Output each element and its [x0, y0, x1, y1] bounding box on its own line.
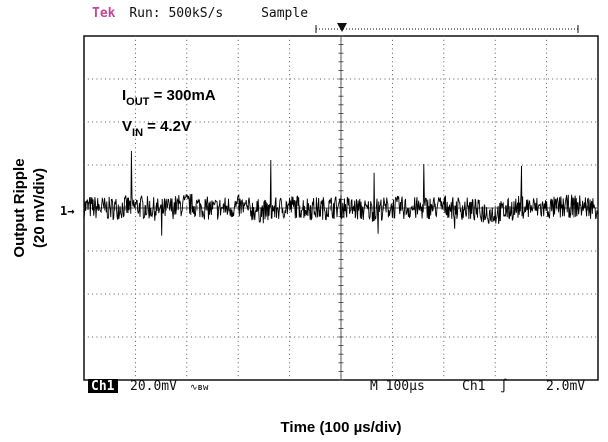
- trigger-slope-icon: ∫: [500, 378, 508, 394]
- record-window-indicator: [315, 23, 579, 33]
- vertical-scale-label: 20.0mV: [130, 379, 177, 394]
- channel-badge-label: Ch1: [91, 379, 115, 394]
- trigger-source-label: Ch1: [462, 379, 485, 394]
- y-axis-label-line2: (20 mV/div): [31, 168, 48, 248]
- status-bar: Ch1 20.0mV ∿ʙᴡ M 100µs Ch1 ∫ 2.0mV: [88, 378, 585, 394]
- trigger-level-label: 2.0mV: [546, 379, 585, 394]
- y-axis-label-line1: Output Ripple: [11, 158, 28, 257]
- acquisition-mode-label: Sample: [261, 6, 308, 21]
- bandwidth-limit-icon: ∿ʙᴡ: [190, 383, 209, 393]
- channel-ground-marker: 1→: [60, 204, 74, 218]
- trigger-position-icon: [337, 23, 347, 32]
- scope-header: Tek Run: 500kS/s Sample: [92, 6, 308, 21]
- brand-label: Tek: [92, 6, 116, 21]
- channel-badge: [88, 379, 118, 393]
- ripple-trace: [83, 150, 599, 236]
- run-rate-label: Run: 500kS/s: [129, 6, 223, 21]
- vin-annotation: VIN = 4.2V: [122, 118, 191, 139]
- iout-annotation: IOUT = 300mA: [122, 87, 216, 108]
- x-axis-label: Time (100 µs/div): [281, 419, 402, 436]
- timebase-label: M 100µs: [370, 379, 425, 394]
